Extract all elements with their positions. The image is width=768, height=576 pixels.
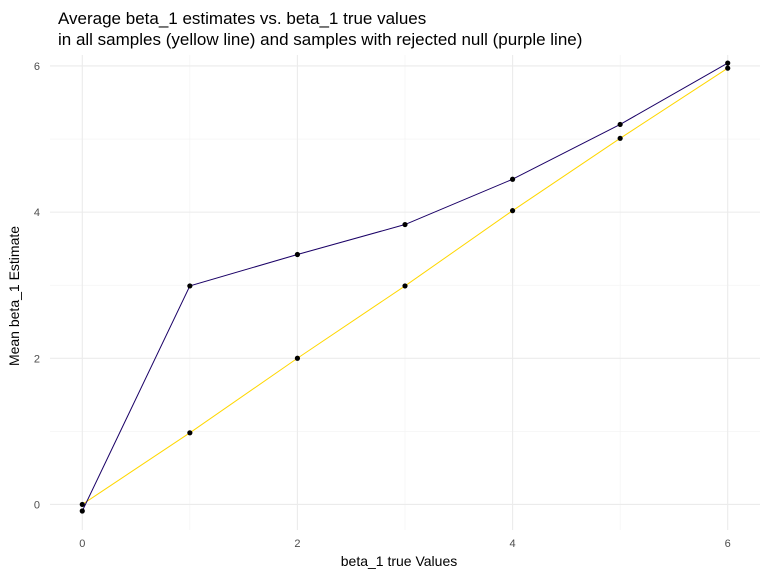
series-2-point [187,283,193,289]
y-axis-title: Mean beta_1 Estimate [6,226,22,366]
y-tick-labels: 0 2 4 6 [34,61,40,511]
x-tick-label: 6 [725,538,731,550]
series-2-point [725,60,731,66]
chart-title-line-2: in all samples (yellow line) and samples… [58,30,582,49]
series-2-point [79,508,85,514]
series-2-point [294,251,301,258]
x-tick-labels: 0 2 4 6 [79,538,731,550]
series-2-point [617,121,623,128]
series-1-point [294,355,301,361]
x-tick-label: 0 [79,538,85,550]
x-tick-label: 4 [510,538,516,550]
series-2-point [509,176,516,182]
series-1-point [79,501,85,508]
series-1-point [617,135,623,141]
series-points [79,60,731,514]
chart-title-line-1: Average beta_1 estimates vs. beta_1 true… [58,9,426,28]
series-1-point [725,65,731,71]
y-tick-label: 4 [34,207,40,219]
series-1-point [187,430,193,436]
x-axis-title: beta_1 true Values [341,553,458,569]
minor-gridlines [50,55,760,530]
major-gridlines [50,55,760,530]
y-tick-label: 2 [34,353,40,365]
series-1-point [402,283,408,289]
series-2-point [402,221,408,228]
series-1-point [509,208,516,214]
y-tick-label: 6 [34,61,40,73]
x-tick-label: 2 [294,538,300,550]
y-tick-label: 0 [34,499,40,511]
